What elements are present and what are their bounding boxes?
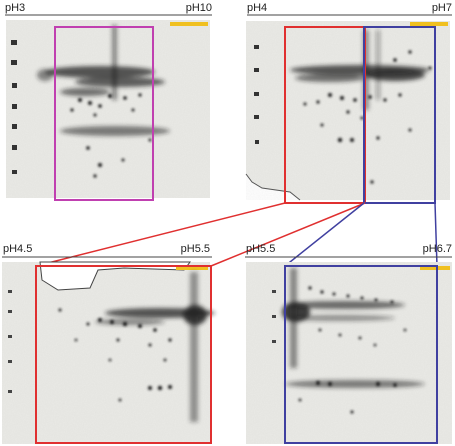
panel-d-marker-ladder: [272, 290, 276, 343]
panel-c-protein-spots: [58, 308, 172, 402]
panel-a-marker-strip: [170, 22, 208, 26]
panel-d-label-left: pH5.5: [246, 243, 275, 255]
gel-panel-b: pH4 pH7: [245, 2, 452, 204]
panel-b-marker-ladder: [254, 45, 259, 144]
gel-panel-d: pH5.5 pH6.7: [245, 243, 452, 444]
panel-a-label-right: pH10: [186, 2, 212, 14]
panel-a-protein-smears: [37, 25, 170, 136]
panel-d-protein-smears: [282, 268, 425, 388]
panel-d-marker-strip: [420, 266, 450, 270]
panel-b-label-right: pH7: [432, 2, 452, 14]
connector-blue-left: [284, 202, 365, 267]
gel-panel-c: pH4.5 pH5.5: [2, 243, 215, 444]
panel-c-selection-box-red: [35, 265, 212, 444]
panel-c-label-right: pH5.5: [181, 243, 210, 255]
panel-d-label-right: pH6.7: [423, 243, 452, 255]
panel-d-protein-spots: [298, 286, 407, 414]
panel-a-selection-box-magenta: [54, 26, 154, 201]
connector-red-left: [35, 202, 286, 267]
panel-a-marker-ladder: [11, 40, 17, 174]
zoom-connectors: [35, 202, 438, 267]
panel-c-label-left: pH4.5: [3, 243, 32, 255]
panel-b-protein-spots: [303, 50, 432, 184]
panel-b-protein-smears: [290, 30, 430, 110]
panel-d-selection-box-blue: [284, 265, 438, 444]
panel-a-protein-spots: [70, 93, 152, 178]
gel-panel-a: pH3 pH10: [5, 2, 212, 201]
panel-c-marker-strip: [176, 266, 208, 270]
connector-blue-right: [434, 202, 438, 267]
connector-red-right: [210, 202, 366, 267]
panel-b-gel-edge: [245, 173, 301, 201]
panel-b-label-left: pH4: [247, 2, 267, 14]
panel-b-selection-box-blue: [363, 26, 436, 204]
panel-c-gel-edge: [39, 261, 191, 291]
panel-b-marker-strip: [410, 22, 448, 26]
panel-c-marker-ladder: [8, 290, 12, 393]
panel-a-label-left: pH3: [5, 2, 25, 14]
